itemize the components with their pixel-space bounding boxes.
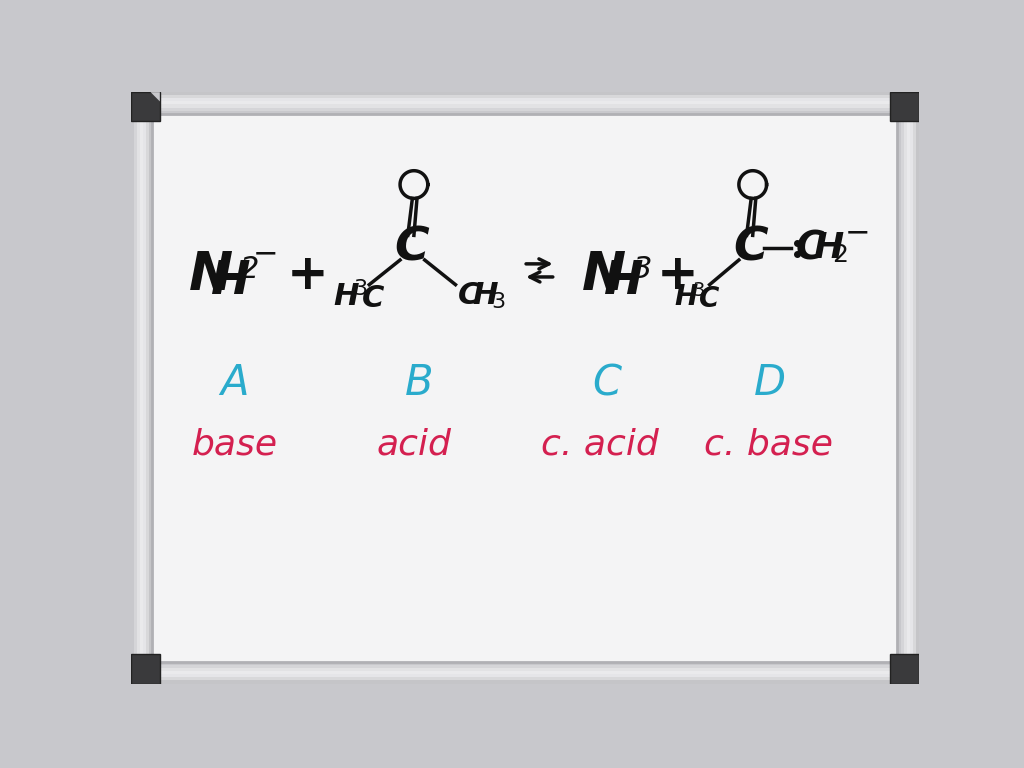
Bar bbox=[146, 92, 150, 684]
Text: B: B bbox=[406, 362, 433, 404]
Text: 3: 3 bbox=[353, 280, 367, 300]
Bar bbox=[131, 680, 920, 684]
Bar bbox=[909, 92, 912, 684]
Bar bbox=[912, 92, 915, 684]
Text: C: C bbox=[592, 362, 621, 404]
Text: +: + bbox=[287, 251, 329, 300]
Text: C: C bbox=[733, 226, 768, 271]
Bar bbox=[897, 92, 900, 684]
Bar bbox=[131, 668, 920, 671]
Bar bbox=[900, 92, 903, 684]
Bar bbox=[131, 111, 920, 114]
Bar bbox=[131, 662, 920, 665]
Text: 3: 3 bbox=[692, 281, 705, 300]
Text: +: + bbox=[656, 251, 698, 300]
Text: 2: 2 bbox=[241, 255, 260, 283]
Text: −: − bbox=[845, 219, 870, 247]
Text: C: C bbox=[394, 226, 429, 271]
Text: C: C bbox=[458, 281, 480, 310]
Bar bbox=[131, 108, 920, 111]
Bar bbox=[890, 92, 920, 121]
Text: base: base bbox=[191, 428, 278, 462]
Bar bbox=[131, 98, 920, 101]
Text: C: C bbox=[361, 284, 384, 313]
Text: c. base: c. base bbox=[703, 428, 833, 462]
Text: acid: acid bbox=[377, 428, 452, 462]
Text: c. acid: c. acid bbox=[542, 428, 659, 462]
Text: H: H bbox=[334, 283, 358, 312]
Bar bbox=[131, 654, 160, 684]
Text: H: H bbox=[211, 259, 251, 304]
Text: 3: 3 bbox=[492, 292, 506, 312]
Text: H: H bbox=[472, 281, 498, 310]
Text: N: N bbox=[189, 250, 233, 301]
Text: C: C bbox=[796, 230, 824, 267]
Text: H: H bbox=[675, 283, 698, 311]
Text: H: H bbox=[813, 231, 844, 266]
Bar bbox=[903, 92, 906, 684]
Polygon shape bbox=[151, 92, 160, 101]
Bar bbox=[131, 95, 920, 98]
Bar bbox=[131, 92, 134, 684]
Text: D: D bbox=[754, 362, 785, 404]
Bar bbox=[137, 92, 140, 684]
Bar bbox=[906, 92, 909, 684]
Bar bbox=[890, 654, 920, 684]
Bar bbox=[915, 92, 920, 684]
Bar bbox=[131, 674, 920, 677]
Bar bbox=[143, 92, 146, 684]
Text: A: A bbox=[220, 362, 249, 404]
Bar bbox=[131, 671, 920, 674]
Text: N: N bbox=[582, 250, 626, 301]
Bar bbox=[140, 92, 143, 684]
Text: 3: 3 bbox=[633, 255, 652, 283]
Bar bbox=[150, 92, 153, 684]
Text: H: H bbox=[603, 259, 643, 304]
Bar bbox=[131, 665, 920, 668]
Bar bbox=[131, 104, 920, 108]
Bar bbox=[131, 92, 920, 95]
Text: 2: 2 bbox=[833, 243, 849, 266]
Bar bbox=[134, 92, 137, 684]
Text: C: C bbox=[699, 284, 720, 313]
Text: −: − bbox=[253, 240, 279, 268]
Bar bbox=[131, 677, 920, 680]
Bar bbox=[131, 101, 920, 104]
Bar bbox=[131, 92, 160, 121]
